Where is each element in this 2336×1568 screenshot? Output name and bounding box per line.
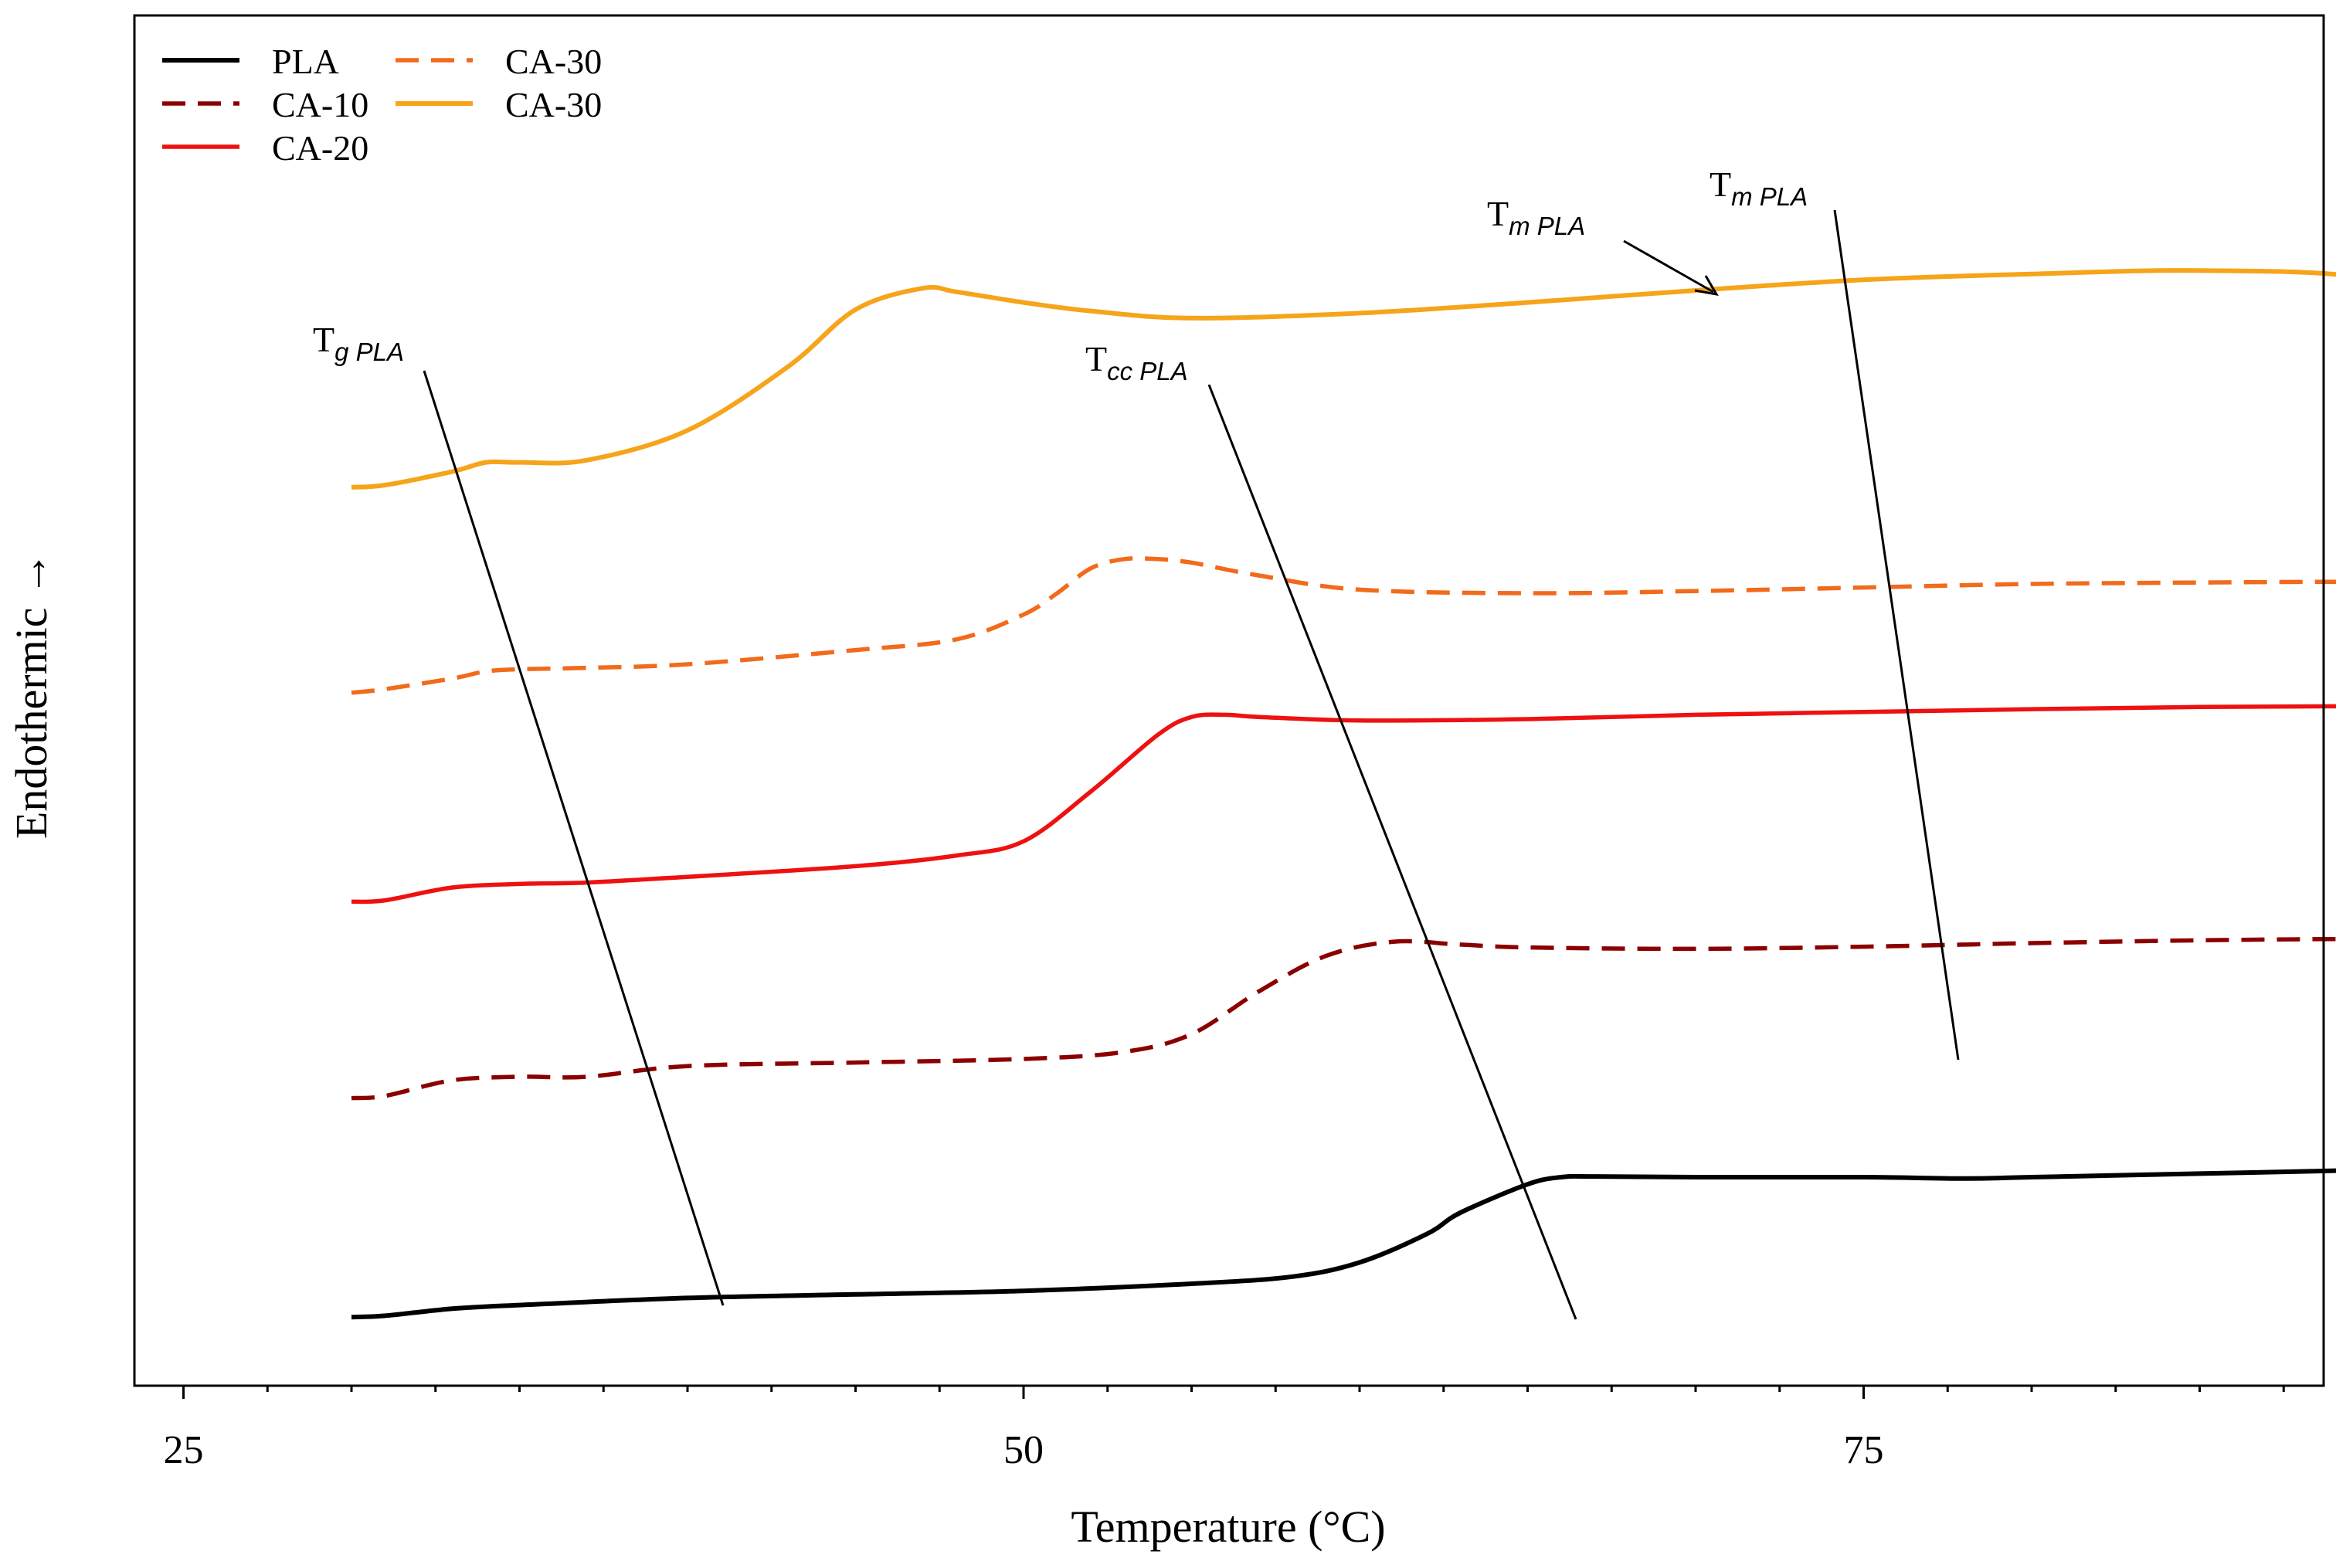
annotation-subscript: cc PLA (1107, 357, 1188, 385)
transition-guide-line-0 (423, 370, 725, 1306)
series-group (351, 268, 2336, 1320)
legend-label: CA-10 (272, 85, 368, 124)
annotation-subscript: g PLA (334, 338, 404, 366)
series-line-pla-0 (351, 1168, 2336, 1320)
transition-guide-line-1 (1207, 384, 1577, 1320)
annotation-label: Tcc PLA (1085, 339, 1188, 385)
annotation-main: T (1085, 339, 1107, 378)
legend-label: CA-30 (505, 85, 602, 124)
legend-label: PLA (272, 42, 339, 81)
x-axis-label: Temperature (°C) (1071, 1502, 1385, 1552)
series-line-ca-30-3 (351, 555, 2336, 695)
plot-frame (133, 14, 2325, 1387)
x-tick-label: 75 (1844, 1428, 1884, 1472)
legend-label: CA-20 (272, 128, 368, 168)
annotation-main: T (1710, 165, 1731, 204)
y-axis-label: Endothermic → (6, 552, 56, 839)
annotation-label: Tm PLA (1710, 165, 1808, 211)
tm-arrow-head (1694, 275, 1719, 297)
annotation-label: Tm PLA (1487, 194, 1585, 240)
annotation-subscript: m PLA (1731, 182, 1808, 211)
legend-label: CA-30 (505, 42, 602, 81)
series-line-ca-30-4 (351, 268, 2336, 490)
annotation-label: Tg PLA (313, 320, 404, 366)
x-tick-label: 50 (1003, 1428, 1044, 1472)
guide-lines-group (423, 209, 1960, 1320)
legend: PLA CA-10 CA-20 CA-30 CA-30 (162, 42, 602, 168)
x-axis: 255075100125150175 (164, 1386, 2285, 1472)
transition-guide-line-2 (1833, 209, 1960, 1061)
tm-arrow-shaft (1623, 239, 1714, 294)
series-line-ca-20-2 (351, 704, 2336, 904)
annotation-main: T (313, 320, 334, 359)
x-tick-label: 25 (164, 1428, 204, 1472)
annotation-main: T (1487, 194, 1509, 233)
annotation-subscript: m PLA (1509, 212, 1585, 240)
